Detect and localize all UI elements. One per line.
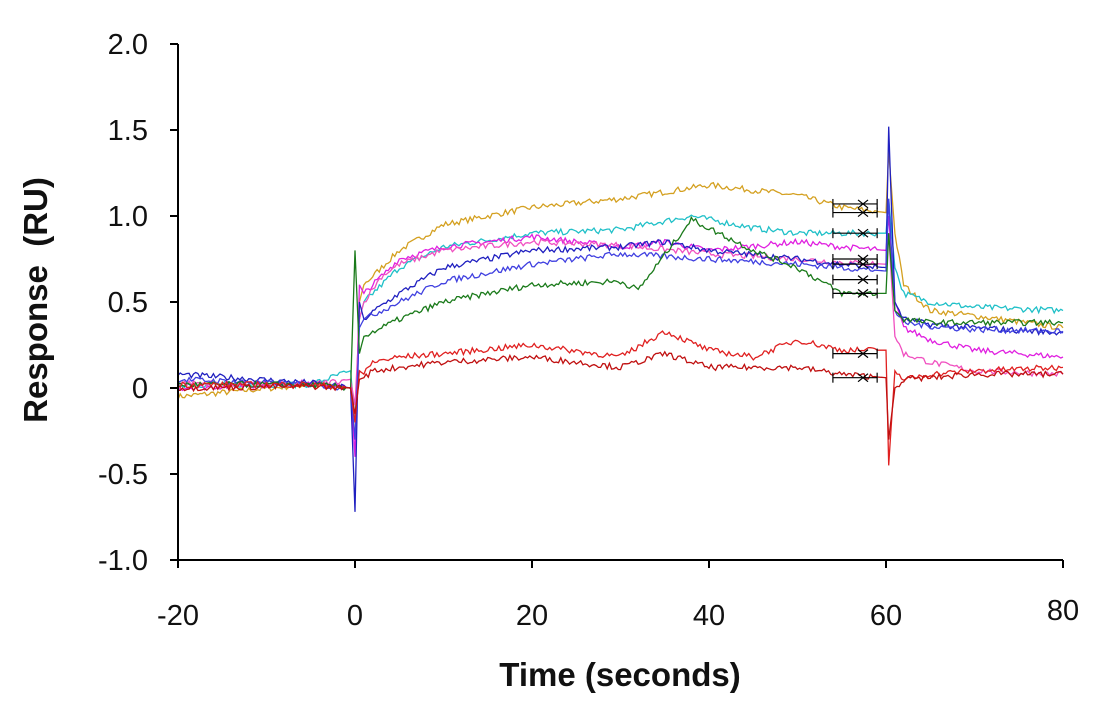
series-line-5 — [177, 126, 1064, 512]
fit-line-2 — [832, 207, 878, 218]
x-tick-label: 0 — [347, 600, 363, 632]
y-tick-label: -0.5 — [98, 459, 148, 491]
series-line-7 — [177, 215, 1063, 392]
x-tick-label: 60 — [870, 600, 902, 632]
fit-line-9 — [832, 372, 878, 383]
fit-marker — [857, 349, 869, 359]
series-line-8 — [177, 330, 1064, 466]
x-tick-label: 40 — [693, 600, 725, 632]
x-tick-label: 80 — [1047, 595, 1079, 627]
fit-line-7 — [832, 288, 878, 299]
fit-marker — [857, 288, 869, 298]
fit-line-8 — [832, 348, 878, 359]
fit-marker — [857, 208, 869, 218]
fit-marker — [857, 199, 869, 209]
fit-line-5 — [832, 259, 878, 270]
fit-line-4 — [832, 254, 878, 264]
fit-marker — [857, 259, 869, 269]
y-tick-label: 1.5 — [108, 115, 148, 147]
y-tick-label: 0.5 — [108, 287, 148, 319]
y-ticks: 2.0 1.5 1.0 0.5 0 -0.5 -1.0 — [98, 29, 178, 577]
x-tick-label: 20 — [516, 600, 548, 632]
fit-line-3 — [832, 228, 878, 239]
y-tick-label: 2.0 — [108, 29, 148, 61]
series-line-9 — [177, 350, 1064, 440]
series-line-1 — [177, 150, 1064, 440]
y-tick-label: -1.0 — [98, 545, 148, 577]
y-axis-title: Response (RU) — [17, 177, 54, 423]
series-line-4 — [177, 233, 1064, 406]
plot-area — [177, 126, 1064, 512]
fit-marker — [857, 228, 869, 238]
fit-marker — [857, 275, 869, 285]
series-line-6 — [177, 198, 1064, 440]
x-axis-title: Time (seconds) — [499, 656, 740, 693]
x-ticks: -20 0 20 40 60 80 — [157, 560, 1079, 632]
fit-line-1 — [832, 198, 878, 209]
y-tick-label: 1.0 — [108, 201, 148, 233]
fit-marker — [857, 373, 869, 383]
fit-line-6 — [832, 274, 878, 285]
y-tick-label: 0 — [132, 373, 148, 405]
x-tick-label: -20 — [157, 600, 199, 632]
axes — [177, 44, 1063, 561]
